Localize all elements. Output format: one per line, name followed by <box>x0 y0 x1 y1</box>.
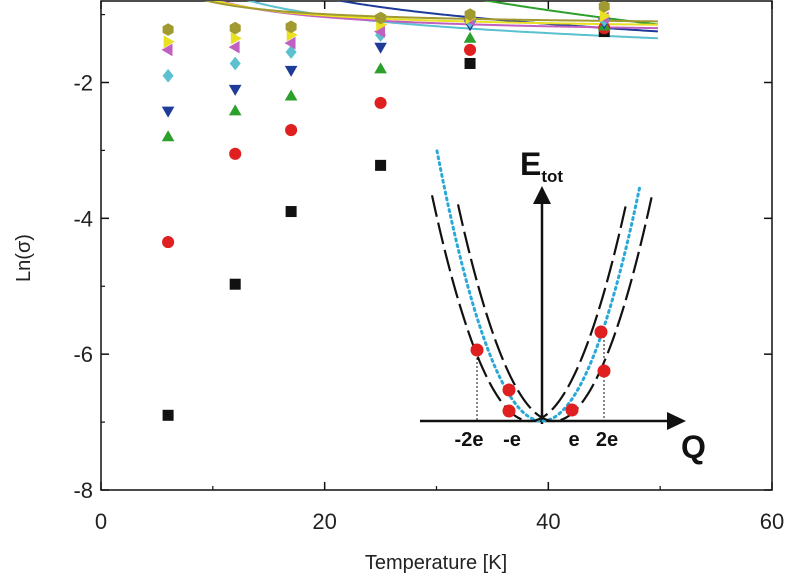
series-7-point <box>599 9 611 23</box>
y-tick-label: -2 <box>73 71 93 96</box>
series-6-point <box>228 40 240 54</box>
series-3-point <box>228 104 242 116</box>
series-6-point <box>373 25 385 38</box>
series-7-point <box>163 35 175 49</box>
inset-energy-label-sub: tot <box>541 167 563 186</box>
inset-charge-axis-arrowhead <box>667 412 686 430</box>
inset-charge-label: Q <box>681 429 706 465</box>
series-6-point <box>161 43 173 57</box>
inset-marker <box>597 364 611 378</box>
series-2-point <box>285 123 298 137</box>
x-tick-label: 60 <box>760 509 784 534</box>
series-6-point <box>284 36 296 50</box>
series-5-point <box>285 45 297 59</box>
inset-energy-axis-arrowhead <box>533 186 551 204</box>
series-4-point <box>161 106 175 118</box>
series-4-fit-line <box>335 1 658 33</box>
series-2-point <box>464 43 477 56</box>
x-axis-title: Temperature [K] <box>365 552 507 574</box>
series-1-point <box>162 409 174 421</box>
inset-energy-label-main: E <box>520 146 541 182</box>
series-3-point <box>284 89 298 101</box>
series-1-point <box>464 57 476 69</box>
series-8-point <box>598 1 610 13</box>
inset-dashed-parabola-left <box>430 195 628 423</box>
series-1-point <box>375 159 387 171</box>
series-2-point <box>229 147 242 160</box>
series-4-point <box>228 84 242 96</box>
series-8-point <box>162 23 174 36</box>
markers <box>161 1 611 421</box>
inset-marker <box>594 325 608 339</box>
series-8-point <box>375 11 387 25</box>
inset-diagram: Etot Q -2e -e e 2e <box>420 146 706 465</box>
series-5-point <box>162 68 174 83</box>
plot-area <box>100 0 773 491</box>
y-tick-label: -8 <box>73 478 93 503</box>
inset-tick-minus-e: -e <box>503 429 521 451</box>
inset-tick-e: e <box>568 429 579 451</box>
x-tick-label: 40 <box>536 509 560 534</box>
series-3-point <box>463 31 477 43</box>
inset-marker <box>502 404 516 418</box>
x-tick-label: 20 <box>312 509 336 534</box>
series-4-point <box>374 42 387 54</box>
y-axis-title: Ln(σ) <box>13 234 35 282</box>
series-2-point <box>374 96 387 109</box>
series-1-point <box>285 206 297 218</box>
series-4-point <box>284 65 298 77</box>
series-5-point <box>229 56 241 71</box>
inset-dashed-parabola-right <box>456 195 654 423</box>
y-tick-label: -6 <box>73 342 93 367</box>
series-3-fit-line <box>483 1 659 26</box>
series-8-point <box>285 20 297 34</box>
series-3-point <box>161 130 175 142</box>
inset-tick-minus-2e: -2e <box>455 429 484 451</box>
inset-marker <box>565 403 579 417</box>
axes: 0 20 40 60 -8 -6 -4 -2 <box>73 1 784 534</box>
x-tick-label: 0 <box>95 509 107 534</box>
series-7-point <box>230 32 242 45</box>
series-8-point <box>464 8 476 21</box>
y-tick-label: -4 <box>73 206 93 231</box>
inset-markers <box>470 325 611 418</box>
series-8-point <box>229 21 241 35</box>
series-2-point <box>162 236 175 249</box>
inset-tick-2e: 2e <box>596 429 618 451</box>
inset-energy-label: Etot <box>520 146 563 186</box>
series-1-point <box>229 278 241 290</box>
inset-marker <box>470 343 484 357</box>
series-3-point <box>374 62 387 74</box>
inset-dotted-parabola <box>435 149 642 423</box>
inset-marker <box>502 383 516 397</box>
